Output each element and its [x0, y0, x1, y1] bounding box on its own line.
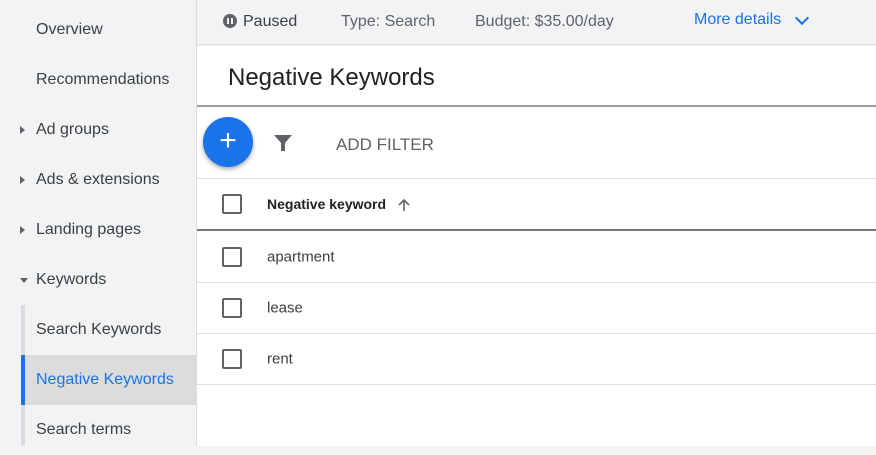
- caret-right-icon: [20, 226, 25, 234]
- filter-icon[interactable]: [273, 133, 293, 153]
- column-header-negative-keyword[interactable]: Negative keyword: [267, 196, 387, 212]
- sidebar-item-label: Landing pages: [36, 221, 141, 238]
- sidebar-item-label: Search terms: [36, 421, 132, 438]
- add-button[interactable]: +: [203, 117, 253, 167]
- sidebar-item-label: Ad groups: [36, 121, 109, 138]
- sidebar-item-label: Ads & extensions: [36, 171, 160, 188]
- campaign-status-bar: Paused Type: Search Budget: $35.00/day M…: [197, 0, 876, 45]
- sidebar-item-search-keywords[interactable]: Search Keywords: [0, 305, 197, 355]
- main-content: Negative Keywords + ADD FILTER Negative …: [197, 46, 876, 446]
- select-all-checkbox[interactable]: [222, 194, 242, 214]
- sidebar-item-ads-extensions[interactable]: Ads & extensions: [0, 155, 197, 205]
- sidebar-item-ad-groups[interactable]: Ad groups: [0, 105, 197, 155]
- table-row: lease: [197, 283, 876, 334]
- table-row: rent: [197, 334, 876, 385]
- more-details-link[interactable]: More details: [694, 11, 782, 28]
- row-checkbox[interactable]: [222, 349, 242, 369]
- row-checkbox[interactable]: [222, 298, 242, 318]
- sidebar-item-landing-pages[interactable]: Landing pages: [0, 205, 197, 255]
- table-row: apartment: [197, 232, 876, 283]
- chevron-down-icon[interactable]: [794, 10, 810, 26]
- title-bar: Negative Keywords: [197, 46, 876, 107]
- sidebar-item-keywords[interactable]: Keywords: [0, 255, 197, 305]
- page-title: Negative Keywords: [228, 64, 435, 91]
- paused-icon: [223, 14, 237, 28]
- keyword-cell: apartment: [267, 248, 335, 266]
- caret-right-icon: [20, 126, 25, 134]
- campaign-type: Type: Search: [341, 13, 436, 30]
- table-header: Negative keyword: [197, 178, 876, 231]
- keyword-cell: rent: [267, 350, 293, 368]
- sidebar-item-label: Search Keywords: [36, 321, 162, 338]
- sidebar-item-label: Recommendations: [36, 71, 170, 88]
- sidebar-item-search-terms[interactable]: Search terms: [0, 405, 197, 455]
- sidebar-item-recommendations[interactable]: Recommendations: [0, 55, 197, 105]
- sidebar-item-overview[interactable]: Overview: [0, 5, 197, 55]
- caret-right-icon: [20, 176, 25, 184]
- sidebar: Overview Recommendations Ad groups Ads &…: [0, 0, 197, 446]
- sidebar-item-label: Negative Keywords: [36, 371, 174, 388]
- add-filter-button[interactable]: ADD FILTER: [336, 135, 434, 154]
- status-text: Paused: [243, 13, 298, 30]
- sidebar-item-label: Keywords: [36, 271, 107, 288]
- campaign-budget: Budget: $35.00/day: [475, 13, 614, 30]
- sidebar-item-negative-keywords[interactable]: Negative Keywords: [21, 355, 197, 405]
- sidebar-item-label: Overview: [36, 21, 103, 38]
- sort-ascending-icon[interactable]: [397, 198, 411, 212]
- keyword-cell: lease: [267, 299, 303, 317]
- caret-down-icon: [20, 277, 28, 283]
- row-checkbox[interactable]: [222, 247, 242, 267]
